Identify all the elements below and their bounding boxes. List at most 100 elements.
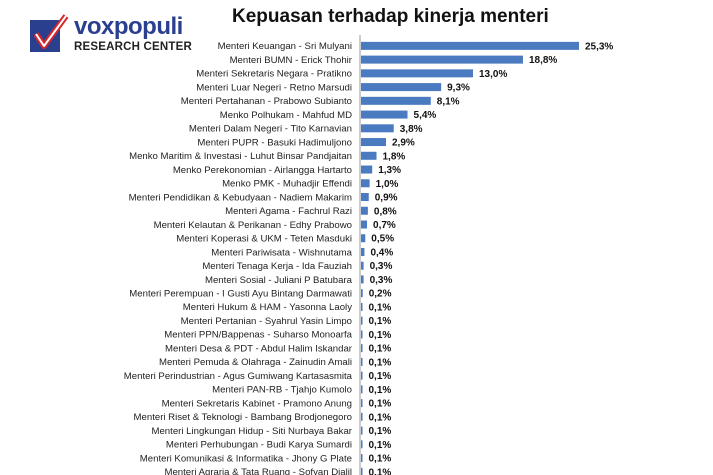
bar — [361, 206, 368, 215]
bar — [361, 151, 377, 160]
category-label: Menteri Riset & Teknologi - Bambang Brod… — [134, 412, 352, 423]
category-label: Menteri Perempuan - I Gusti Ayu Bintang … — [129, 288, 352, 299]
bar — [361, 302, 363, 311]
bar — [361, 110, 408, 119]
data-label: 0,9% — [375, 193, 398, 204]
bar — [361, 165, 373, 174]
bar — [361, 289, 363, 298]
data-label: 8,1% — [437, 96, 460, 107]
bar — [361, 96, 431, 105]
bar — [361, 316, 363, 325]
category-label: Menteri Komunikasi & Informatika - Jhony… — [140, 453, 352, 464]
data-label: 0,7% — [373, 220, 396, 231]
category-label: Menteri PPN/Bappenas - Suharso Monoarfa — [164, 330, 352, 341]
voxpopuli-logo: voxpopuli RESEARCH CENTER — [28, 14, 203, 58]
category-label: Menteri Sekretaris Kabinet - Pramono Anu… — [162, 398, 352, 409]
bar — [361, 426, 363, 435]
bar — [361, 138, 386, 147]
bar — [361, 41, 579, 50]
category-label: Menteri Dalam Negeri - Tito Karnavian — [189, 124, 352, 135]
data-label: 0,1% — [369, 330, 392, 341]
category-label: Menteri Keuangan - Sri Mulyani — [218, 41, 352, 52]
data-label: 0,2% — [369, 289, 392, 300]
category-label: Menteri Perindustrian - Agus Gumiwang Ka… — [124, 371, 353, 382]
data-label: 5,4% — [414, 110, 437, 121]
category-label: Menteri Koperasi & UKM - Teten Masduki — [176, 234, 352, 245]
bar — [361, 247, 365, 256]
category-label: Menteri Pertanian - Syahrul Yasin Limpo — [181, 316, 352, 327]
bar — [361, 179, 370, 188]
data-label: 0,1% — [369, 371, 392, 382]
category-label: Menteri PAN-RB - Tjahjo Kumolo — [212, 385, 352, 396]
bar — [361, 234, 366, 243]
bar — [361, 454, 363, 463]
data-label: 0,3% — [370, 261, 393, 272]
bar — [361, 220, 368, 229]
category-label: Menteri Sosial - Juliani P Batubara — [205, 275, 353, 286]
category-label: Menteri Pertahanan - Prabowo Subianto — [181, 96, 352, 107]
bar — [361, 467, 363, 475]
bar — [361, 193, 369, 202]
data-label: 0,5% — [371, 234, 394, 245]
category-label: Menteri Tenaga Kerja - Ida Fauziah — [202, 261, 352, 272]
data-label: 0,1% — [369, 316, 392, 327]
category-label: Menteri Agama - Fachrul Razi — [225, 206, 352, 217]
data-label: 1,8% — [383, 151, 406, 162]
category-label: Menteri Hukum & HAM - Yasonna Laoly — [183, 302, 352, 313]
data-label: 0,4% — [370, 247, 393, 258]
category-label: Menteri Kelautan & Perikanan - Edhy Prab… — [154, 220, 352, 231]
data-label: 0,1% — [369, 385, 392, 396]
data-label: 0,1% — [369, 357, 392, 368]
bar — [361, 440, 363, 449]
category-label: Menteri Lingkungan Hidup - Siti Nurbaya … — [151, 426, 352, 437]
bar — [361, 399, 363, 408]
category-label: Menko Perekonomian - Airlangga Hartarto — [173, 165, 352, 176]
category-label: Menteri PUPR - Basuki Hadimuljono — [197, 137, 352, 148]
data-label: 18,8% — [529, 55, 557, 66]
data-label: 2,9% — [392, 138, 415, 149]
category-label: Menteri Pariwisata - Wishnutama — [211, 247, 352, 258]
category-label: Menteri Pendidikan & Kebudyaan - Nadiem … — [129, 192, 352, 203]
bar — [361, 83, 442, 92]
category-label: Menteri Pemuda & Olahraga - Zainudin Ama… — [159, 357, 352, 368]
logo-subtitle: RESEARCH CENTER — [74, 41, 193, 53]
category-label: Menteri BUMN - Erick Thohir — [230, 55, 353, 66]
bar — [361, 385, 363, 394]
voxpopuli-check-icon — [30, 14, 69, 52]
category-label: Menteri Agraria & Tata Ruang - Sofyan Dj… — [164, 467, 352, 475]
bar — [361, 357, 363, 366]
category-label: Menteri Desa & PDT - Abdul Halim Iskanda… — [165, 343, 353, 354]
data-label: 13,0% — [479, 69, 507, 80]
data-label: 0,1% — [369, 344, 392, 355]
chart-title: Kepuasan terhadap kinerja menteri — [232, 6, 549, 27]
data-label: 0,1% — [369, 412, 392, 423]
bar — [361, 261, 364, 270]
data-label: 25,3% — [585, 41, 613, 52]
category-label: Menko Maritim & Investasi - Luhut Binsar… — [129, 151, 352, 162]
category-label: Menko PMK - Muhadjir Effendi — [222, 179, 352, 190]
data-label: 0,1% — [369, 440, 392, 451]
data-label: 0,1% — [369, 454, 392, 465]
category-label: Menteri Perhubungan - Budi Karya Sumardi — [166, 440, 352, 451]
data-label: 1,0% — [376, 179, 399, 190]
category-label: Menteri Sekretaris Negara - Pratikno — [196, 69, 352, 80]
bar — [361, 371, 363, 380]
data-label: 1,3% — [378, 165, 401, 176]
logo-name: voxpopuli — [74, 13, 183, 40]
bar — [361, 55, 523, 64]
data-label: 0,1% — [369, 399, 392, 410]
bar — [361, 275, 364, 284]
data-label: 0,3% — [370, 275, 393, 286]
data-label: 0,1% — [369, 302, 392, 313]
bar — [361, 330, 363, 339]
data-label: 0,8% — [374, 206, 397, 217]
data-label: 0,1% — [369, 426, 392, 437]
bar — [361, 412, 363, 421]
category-label: Menteri Luar Negeri - Retno Marsudi — [196, 82, 352, 93]
category-label: Menko Polhukam - Mahfud MD — [220, 110, 352, 121]
bar — [361, 124, 394, 133]
bar — [361, 69, 473, 78]
data-label: 3,8% — [400, 124, 423, 135]
data-label: 0,1% — [369, 467, 392, 475]
